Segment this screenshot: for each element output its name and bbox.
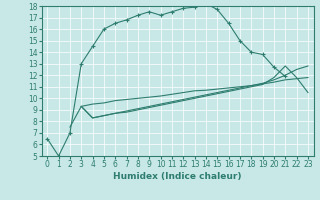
X-axis label: Humidex (Indice chaleur): Humidex (Indice chaleur): [113, 172, 242, 181]
